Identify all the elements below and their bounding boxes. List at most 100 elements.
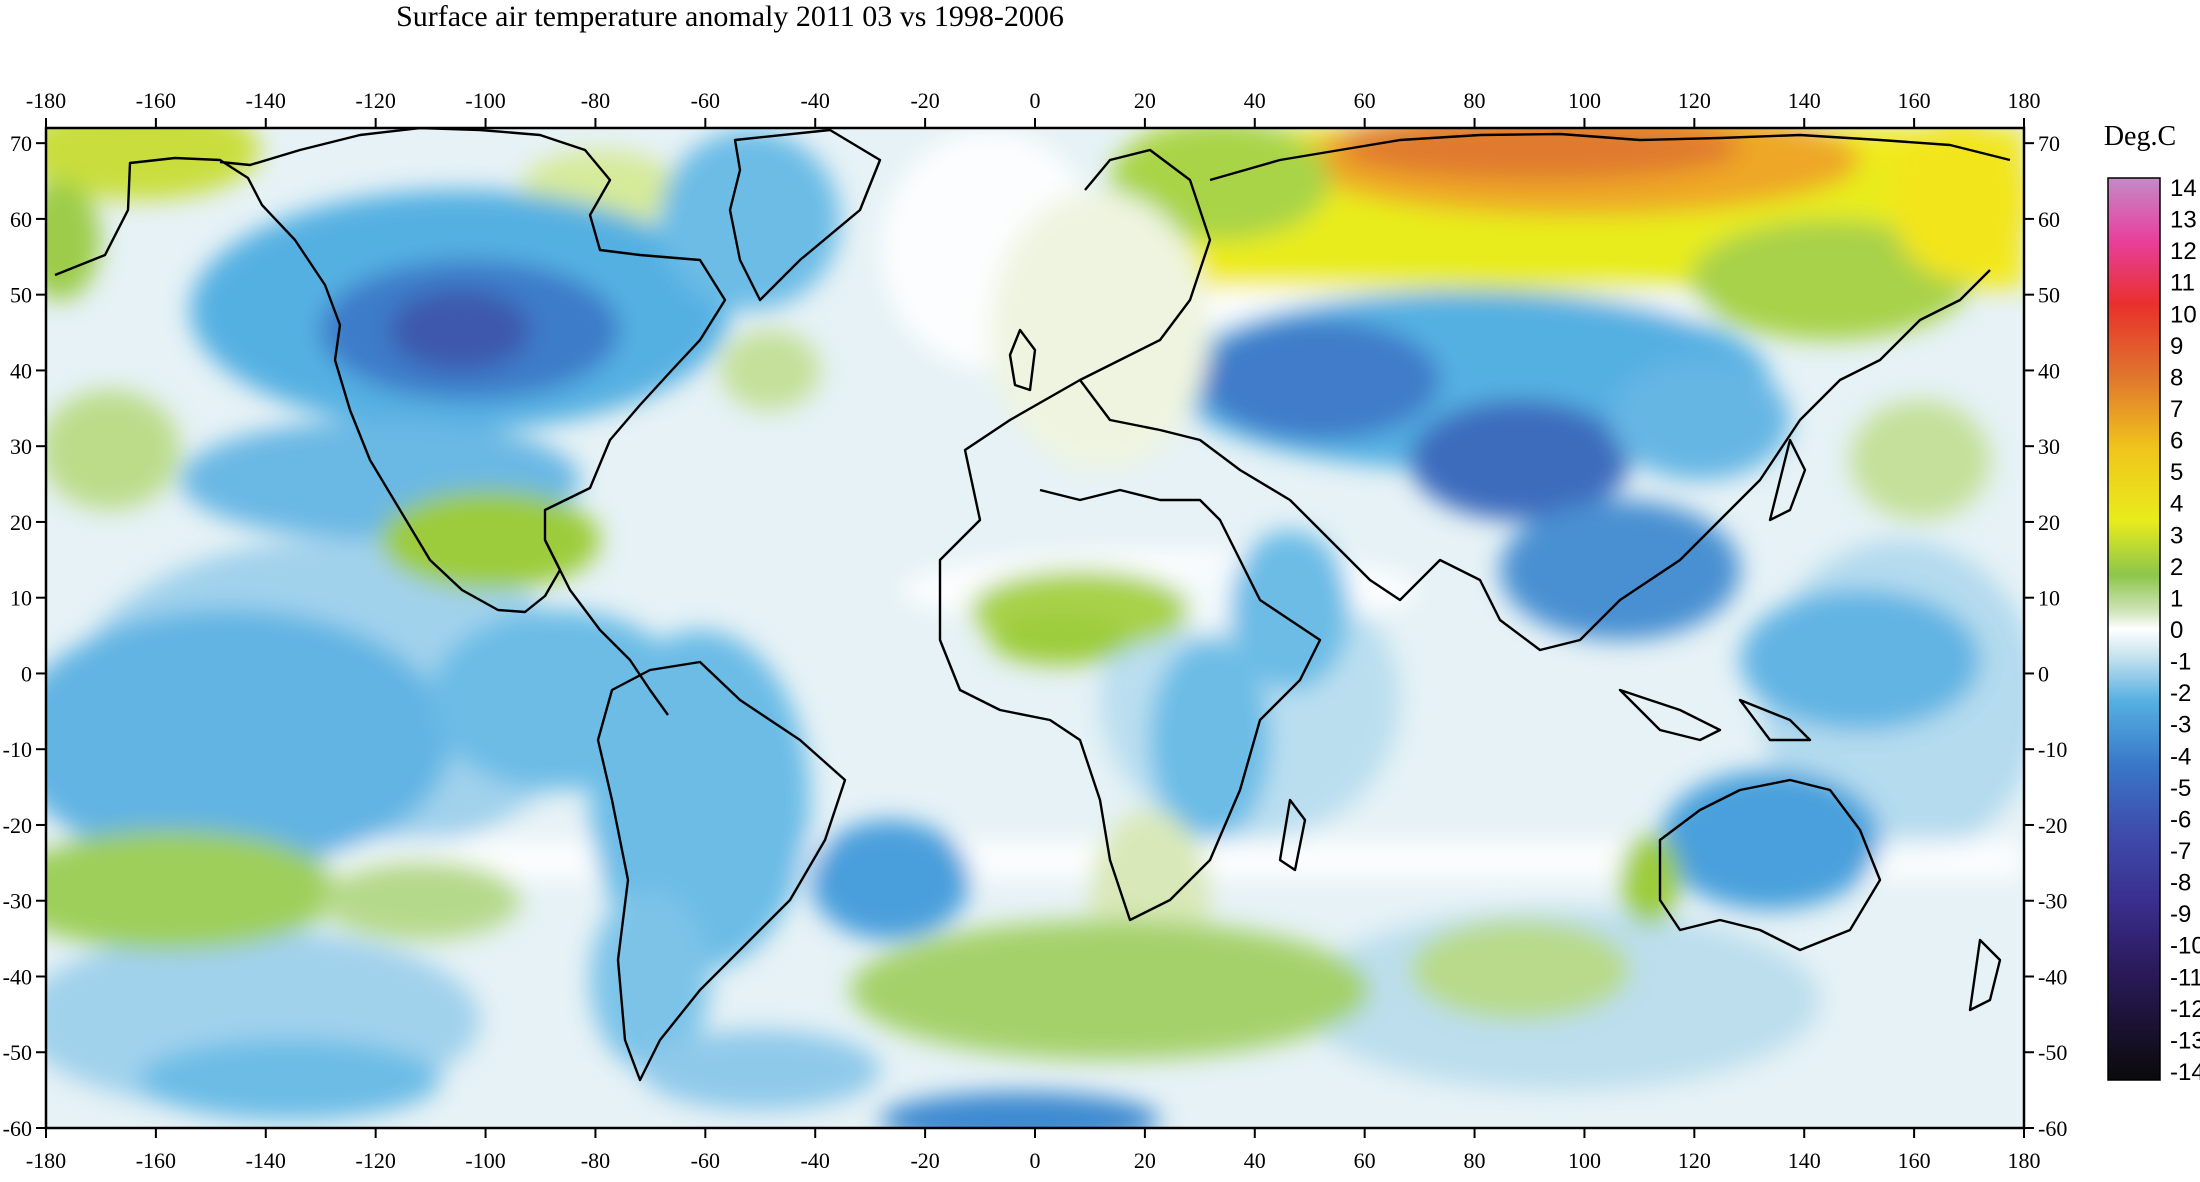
colorbar-level-label: -11 bbox=[2170, 964, 2200, 991]
lon-label-bottom: 180 bbox=[2008, 1148, 2041, 1173]
colorbar-labels: 14131211109876543210-1-2-3-4-5-6-7-8-9-1… bbox=[2170, 175, 2200, 1086]
lat-label-left: -40 bbox=[3, 964, 32, 989]
lon-label-bottom: -60 bbox=[691, 1148, 720, 1173]
colorbar-level-label: -8 bbox=[2170, 870, 2191, 897]
lon-label-top: -140 bbox=[246, 88, 286, 113]
colorbar-level-label: -10 bbox=[2170, 933, 2200, 960]
colorbar-level-label: 7 bbox=[2170, 396, 2183, 423]
lat-label-right: 50 bbox=[2038, 283, 2060, 308]
lat-label-left: -30 bbox=[3, 889, 32, 914]
colorbar-level-label: 14 bbox=[2170, 175, 2197, 202]
colorbar-level-label: 8 bbox=[2170, 364, 2183, 391]
lat-label-left: 70 bbox=[10, 131, 32, 156]
lon-label-top: 140 bbox=[1788, 88, 1821, 113]
lat-label-right: -10 bbox=[2038, 737, 2067, 762]
lon-label-bottom: 120 bbox=[1678, 1148, 1711, 1173]
lon-label-top: -80 bbox=[581, 88, 610, 113]
colorbar-level-label: -2 bbox=[2170, 680, 2191, 707]
colorbar-level-label: -9 bbox=[2170, 901, 2191, 928]
colorbar-level-label: 1 bbox=[2170, 585, 2183, 612]
lon-label-top: 20 bbox=[1134, 88, 1156, 113]
lon-label-top: 100 bbox=[1568, 88, 1601, 113]
lon-label-bottom: 80 bbox=[1464, 1148, 1486, 1173]
lat-label-left: 60 bbox=[10, 207, 32, 232]
lon-label-top: 0 bbox=[1030, 88, 1041, 113]
lon-label-top: 180 bbox=[2008, 88, 2041, 113]
colorbar bbox=[2107, 177, 2161, 1081]
colorbar-level-label: 0 bbox=[2170, 617, 2183, 644]
temperature-anomaly-field bbox=[46, 128, 2024, 1128]
lat-label-right: 60 bbox=[2038, 207, 2060, 232]
lon-label-bottom: -140 bbox=[246, 1148, 286, 1173]
colorbar-level-label: 13 bbox=[2170, 207, 2197, 234]
lat-label-right: -50 bbox=[2038, 1040, 2067, 1065]
lat-label-left: -60 bbox=[3, 1116, 32, 1141]
colorbar-level-label: -13 bbox=[2170, 1027, 2200, 1054]
colorbar-level-label: 2 bbox=[2170, 554, 2183, 581]
map-axes: -180-180-160-160-140-140-120-120-100-100… bbox=[3, 88, 2068, 1173]
lon-label-top: 160 bbox=[1898, 88, 1931, 113]
lon-label-top: -60 bbox=[691, 88, 720, 113]
colorbar-level-label: -6 bbox=[2170, 806, 2191, 833]
lat-label-right: 40 bbox=[2038, 358, 2060, 383]
lat-label-right: -40 bbox=[2038, 964, 2067, 989]
chart-title: Surface air temperature anomaly 2011 03 … bbox=[396, 0, 1064, 33]
lon-label-bottom: 20 bbox=[1134, 1148, 1156, 1173]
lat-label-right: -60 bbox=[2038, 1116, 2067, 1141]
colorbar-level-label: 4 bbox=[2170, 491, 2183, 518]
colorbar-level-label: -5 bbox=[2170, 775, 2191, 802]
lat-label-right: 0 bbox=[2038, 661, 2049, 686]
lat-label-left: -20 bbox=[3, 813, 32, 838]
lon-label-top: 40 bbox=[1244, 88, 1266, 113]
lon-label-bottom: -40 bbox=[801, 1148, 830, 1173]
lon-label-top: -120 bbox=[356, 88, 396, 113]
lat-label-right: 10 bbox=[2038, 586, 2060, 611]
lat-label-right: 30 bbox=[2038, 434, 2060, 459]
colorbar-level-label: 3 bbox=[2170, 522, 2183, 549]
lat-label-right: 20 bbox=[2038, 510, 2060, 535]
lon-label-bottom: -160 bbox=[136, 1148, 176, 1173]
lat-label-left: 40 bbox=[10, 358, 32, 383]
colorbar-level-label: -7 bbox=[2170, 838, 2191, 865]
colorbar-level-label: -12 bbox=[2170, 996, 2200, 1023]
lon-label-top: 120 bbox=[1678, 88, 1711, 113]
lon-label-bottom: -120 bbox=[356, 1148, 396, 1173]
lat-label-left: -10 bbox=[3, 737, 32, 762]
lon-label-bottom: -80 bbox=[581, 1148, 610, 1173]
lat-label-left: 0 bbox=[21, 661, 32, 686]
lon-label-top: -40 bbox=[801, 88, 830, 113]
lon-label-top: 60 bbox=[1354, 88, 1376, 113]
colorbar-level-label: -4 bbox=[2170, 743, 2191, 770]
lon-label-bottom: 100 bbox=[1568, 1148, 1601, 1173]
lat-label-left: 20 bbox=[10, 510, 32, 535]
colorbar-level-label: -3 bbox=[2170, 712, 2191, 739]
lon-label-top: -20 bbox=[910, 88, 939, 113]
lon-label-bottom: 160 bbox=[1898, 1148, 1931, 1173]
colorbar-level-label: 5 bbox=[2170, 459, 2183, 486]
lon-label-bottom: 60 bbox=[1354, 1148, 1376, 1173]
lon-label-bottom: 140 bbox=[1788, 1148, 1821, 1173]
colorbar-level-label: -1 bbox=[2170, 649, 2191, 676]
colorbar-level-label: 10 bbox=[2170, 301, 2197, 328]
lon-label-top: -180 bbox=[26, 88, 66, 113]
lat-label-right: -20 bbox=[2038, 813, 2067, 838]
colorbar-level-label: 11 bbox=[2170, 270, 2195, 297]
colorbar-unit: Deg.C bbox=[2104, 121, 2176, 152]
lat-label-left: 50 bbox=[10, 283, 32, 308]
colorbar-level-label: -14 bbox=[2170, 1059, 2200, 1086]
colorbar-level-label: 9 bbox=[2170, 333, 2183, 360]
lat-label-right: -30 bbox=[2038, 889, 2067, 914]
coastlines bbox=[54, 128, 2011, 1082]
lat-label-left: -50 bbox=[3, 1040, 32, 1065]
lon-label-bottom: -100 bbox=[465, 1148, 505, 1173]
lat-label-left: 30 bbox=[10, 434, 32, 459]
lon-label-top: 80 bbox=[1464, 88, 1486, 113]
colorbar-level-label: 12 bbox=[2170, 238, 2197, 265]
lat-label-right: 70 bbox=[2038, 131, 2060, 156]
lon-label-bottom: -20 bbox=[910, 1148, 939, 1173]
lon-label-bottom: 40 bbox=[1244, 1148, 1266, 1173]
lon-label-top: -160 bbox=[136, 88, 176, 113]
lon-label-bottom: -180 bbox=[26, 1148, 66, 1173]
lon-label-top: -100 bbox=[465, 88, 505, 113]
